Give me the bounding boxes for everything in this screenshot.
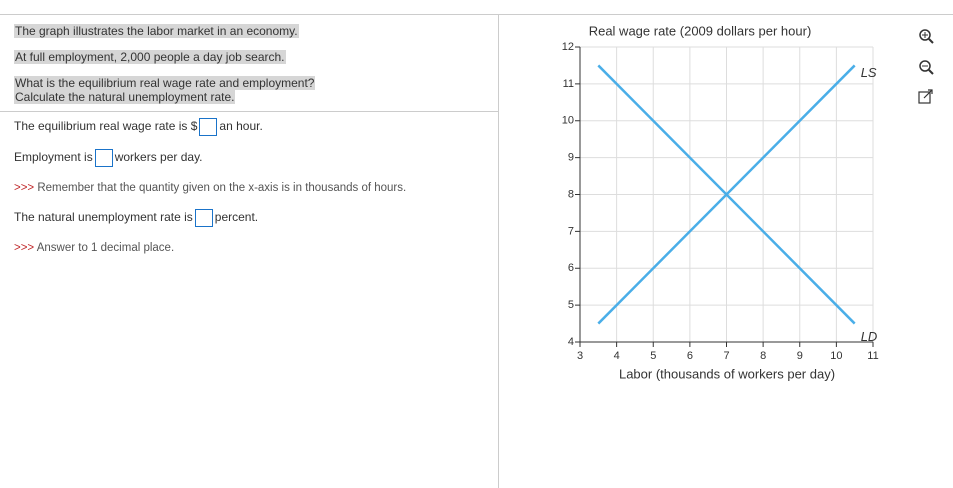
x-axis-title: Labor (thousands of workers per day) [619,366,835,381]
text: Remember that the quantity given on the … [37,182,407,194]
x-tick-label: 9 [797,350,803,362]
text: workers per day. [114,150,203,165]
task-line: Calculate the natural unemployment rate. [14,90,236,104]
text: an hour. [219,119,263,134]
answer-input[interactable] [199,118,218,136]
answer-input[interactable] [94,149,113,167]
y-tick-label: 8 [568,188,574,200]
intro-line: At full employment, 2,000 people a day j… [14,50,286,64]
hint: >>> Answer to 1 decimal place. [14,242,174,254]
marker: >>> [14,182,35,194]
y-tick-label: 6 [568,262,574,274]
y-tick-label: 9 [568,152,574,164]
x-tick-label: 6 [687,350,693,362]
text: The natural unemployment rate is [14,210,193,225]
text: Employment is [14,150,93,165]
answer-row: The natural unemployment rate is percent. [14,209,258,227]
answer-row: Employment is workers per day. [14,149,203,167]
text: Calculate the natural unemployment rate. [14,90,236,104]
y-tick-label: 12 [562,41,574,53]
y-axis-title: Real wage rate (2009 dollars per hour) [589,23,812,38]
marker: >>> [14,242,35,254]
line-label: LD [861,329,878,344]
intro-line: The graph illustrates the labor market i… [14,24,299,38]
y-tick-label: 10 [562,115,574,127]
x-tick-label: 8 [760,350,766,362]
text: At full employment, 2,000 people a day j… [14,50,286,64]
y-tick-label: 11 [563,78,574,90]
x-tick-label: 4 [614,350,620,362]
x-tick-label: 10 [830,350,842,362]
y-tick-label: 7 [568,225,574,237]
y-tick-label: 5 [568,299,574,311]
x-tick-label: 11 [867,350,878,362]
text: percent. [214,210,259,225]
text: What is the equilibrium real wage rate a… [14,76,316,90]
line-label: LS [861,65,877,80]
text: The graph illustrates the labor market i… [14,24,299,38]
x-tick-label: 7 [723,350,729,362]
zoom-out[interactable] [919,60,934,75]
answer-row: The equilibrium real wage rate is $ an ho… [14,118,263,136]
x-tick-label: 5 [650,350,656,362]
supply-demand-line [597,64,856,325]
zoom-in[interactable] [919,29,934,44]
text: Answer to 1 decimal place. [36,242,175,254]
y-tick-label: 4 [568,336,574,348]
text: The equilibrium real wage rate is $ [14,119,198,134]
hint: >>> Remember that the quantity given on … [14,182,406,194]
answer-input[interactable] [194,209,213,227]
task-line: What is the equilibrium real wage rate a… [14,76,316,90]
x-tick-label: 3 [577,350,583,362]
open-external[interactable] [918,89,933,104]
